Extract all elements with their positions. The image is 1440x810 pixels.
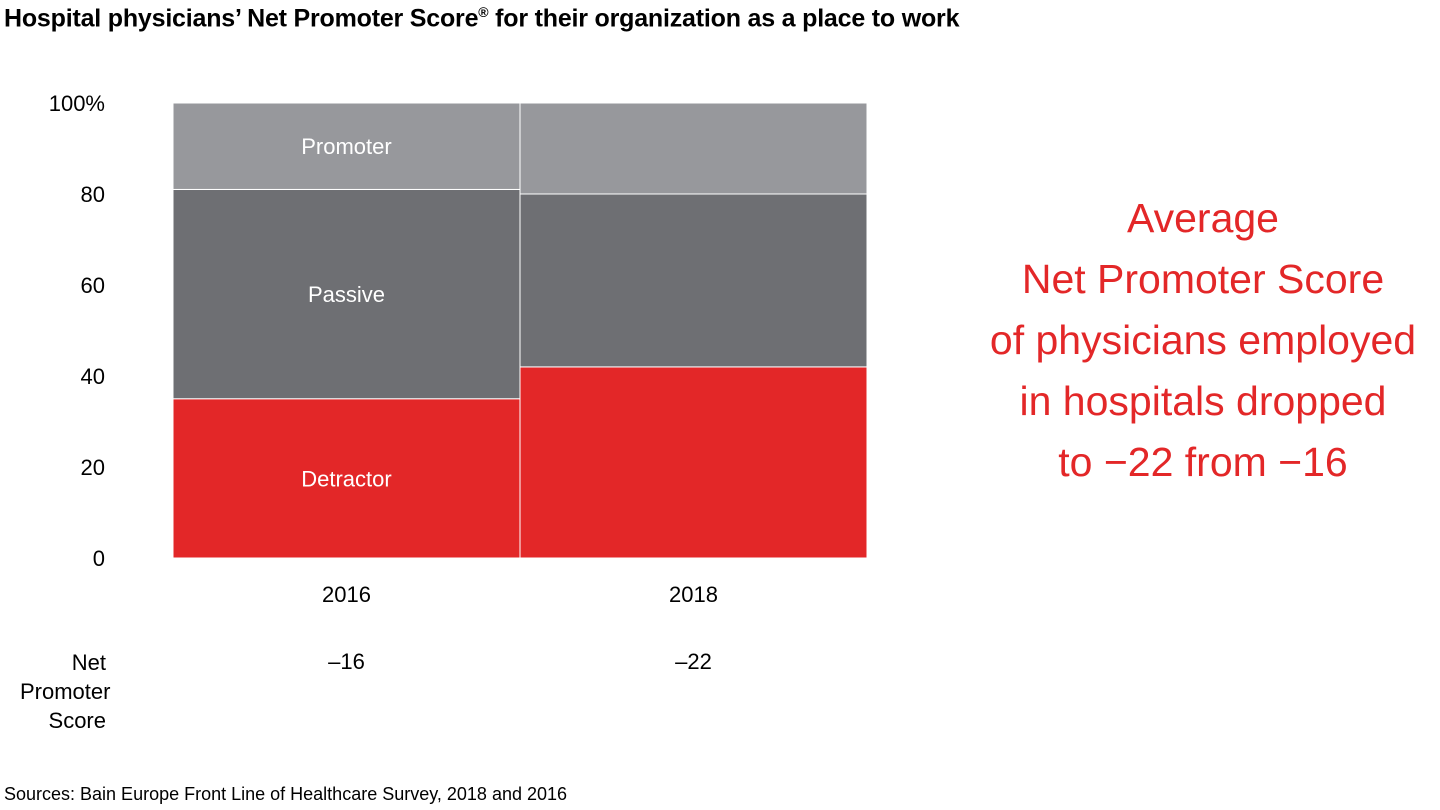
bar-segment-passive <box>172 188 521 400</box>
bar-segment-detractor <box>172 398 521 559</box>
callout-text: Average Net Promoter Score of physicians… <box>960 188 1440 493</box>
y-tick-label: 20 <box>81 455 105 480</box>
segment-label: Detractor <box>301 466 391 491</box>
title-text-rest: for their organization as a place to wor… <box>488 4 960 33</box>
bar-segment-promoter <box>172 102 521 190</box>
y-tick-label: 100% <box>49 91 105 116</box>
bar-segment-promoter <box>519 102 868 195</box>
callout-line: Net Promoter Score <box>1021 256 1385 302</box>
y-tick-label: 80 <box>81 182 105 207</box>
nps-value: –22 <box>675 649 712 674</box>
registered-mark: ® <box>478 4 489 20</box>
nps-value: –16 <box>328 649 365 674</box>
y-tick-label: 0 <box>93 546 105 571</box>
callout-line: in hospitals dropped <box>1019 378 1387 424</box>
x-tick-label: 2016 <box>322 582 371 607</box>
callout-line: Average <box>1127 195 1279 241</box>
y-tick-label: 40 <box>81 364 105 389</box>
segment-label: Passive <box>308 282 385 307</box>
segment-label: Promoter <box>301 134 391 159</box>
chart-title: Hospital physicians’ Net Promoter Score®… <box>4 4 959 33</box>
source-note: Sources: Bain Europe Front Line of Healt… <box>4 784 568 804</box>
x-tick-label: 2018 <box>669 582 718 607</box>
bar-segment-passive <box>519 193 868 368</box>
callout-line: to −22 from −16 <box>1058 439 1348 485</box>
nps-row-label: Net Promoter Score <box>20 650 111 733</box>
bar-segment-detractor <box>519 366 868 559</box>
title-text: Hospital physicians’ Net Promoter Score <box>4 4 479 33</box>
y-tick-label: 60 <box>81 273 105 298</box>
callout-line: of physicians employed <box>989 317 1417 363</box>
